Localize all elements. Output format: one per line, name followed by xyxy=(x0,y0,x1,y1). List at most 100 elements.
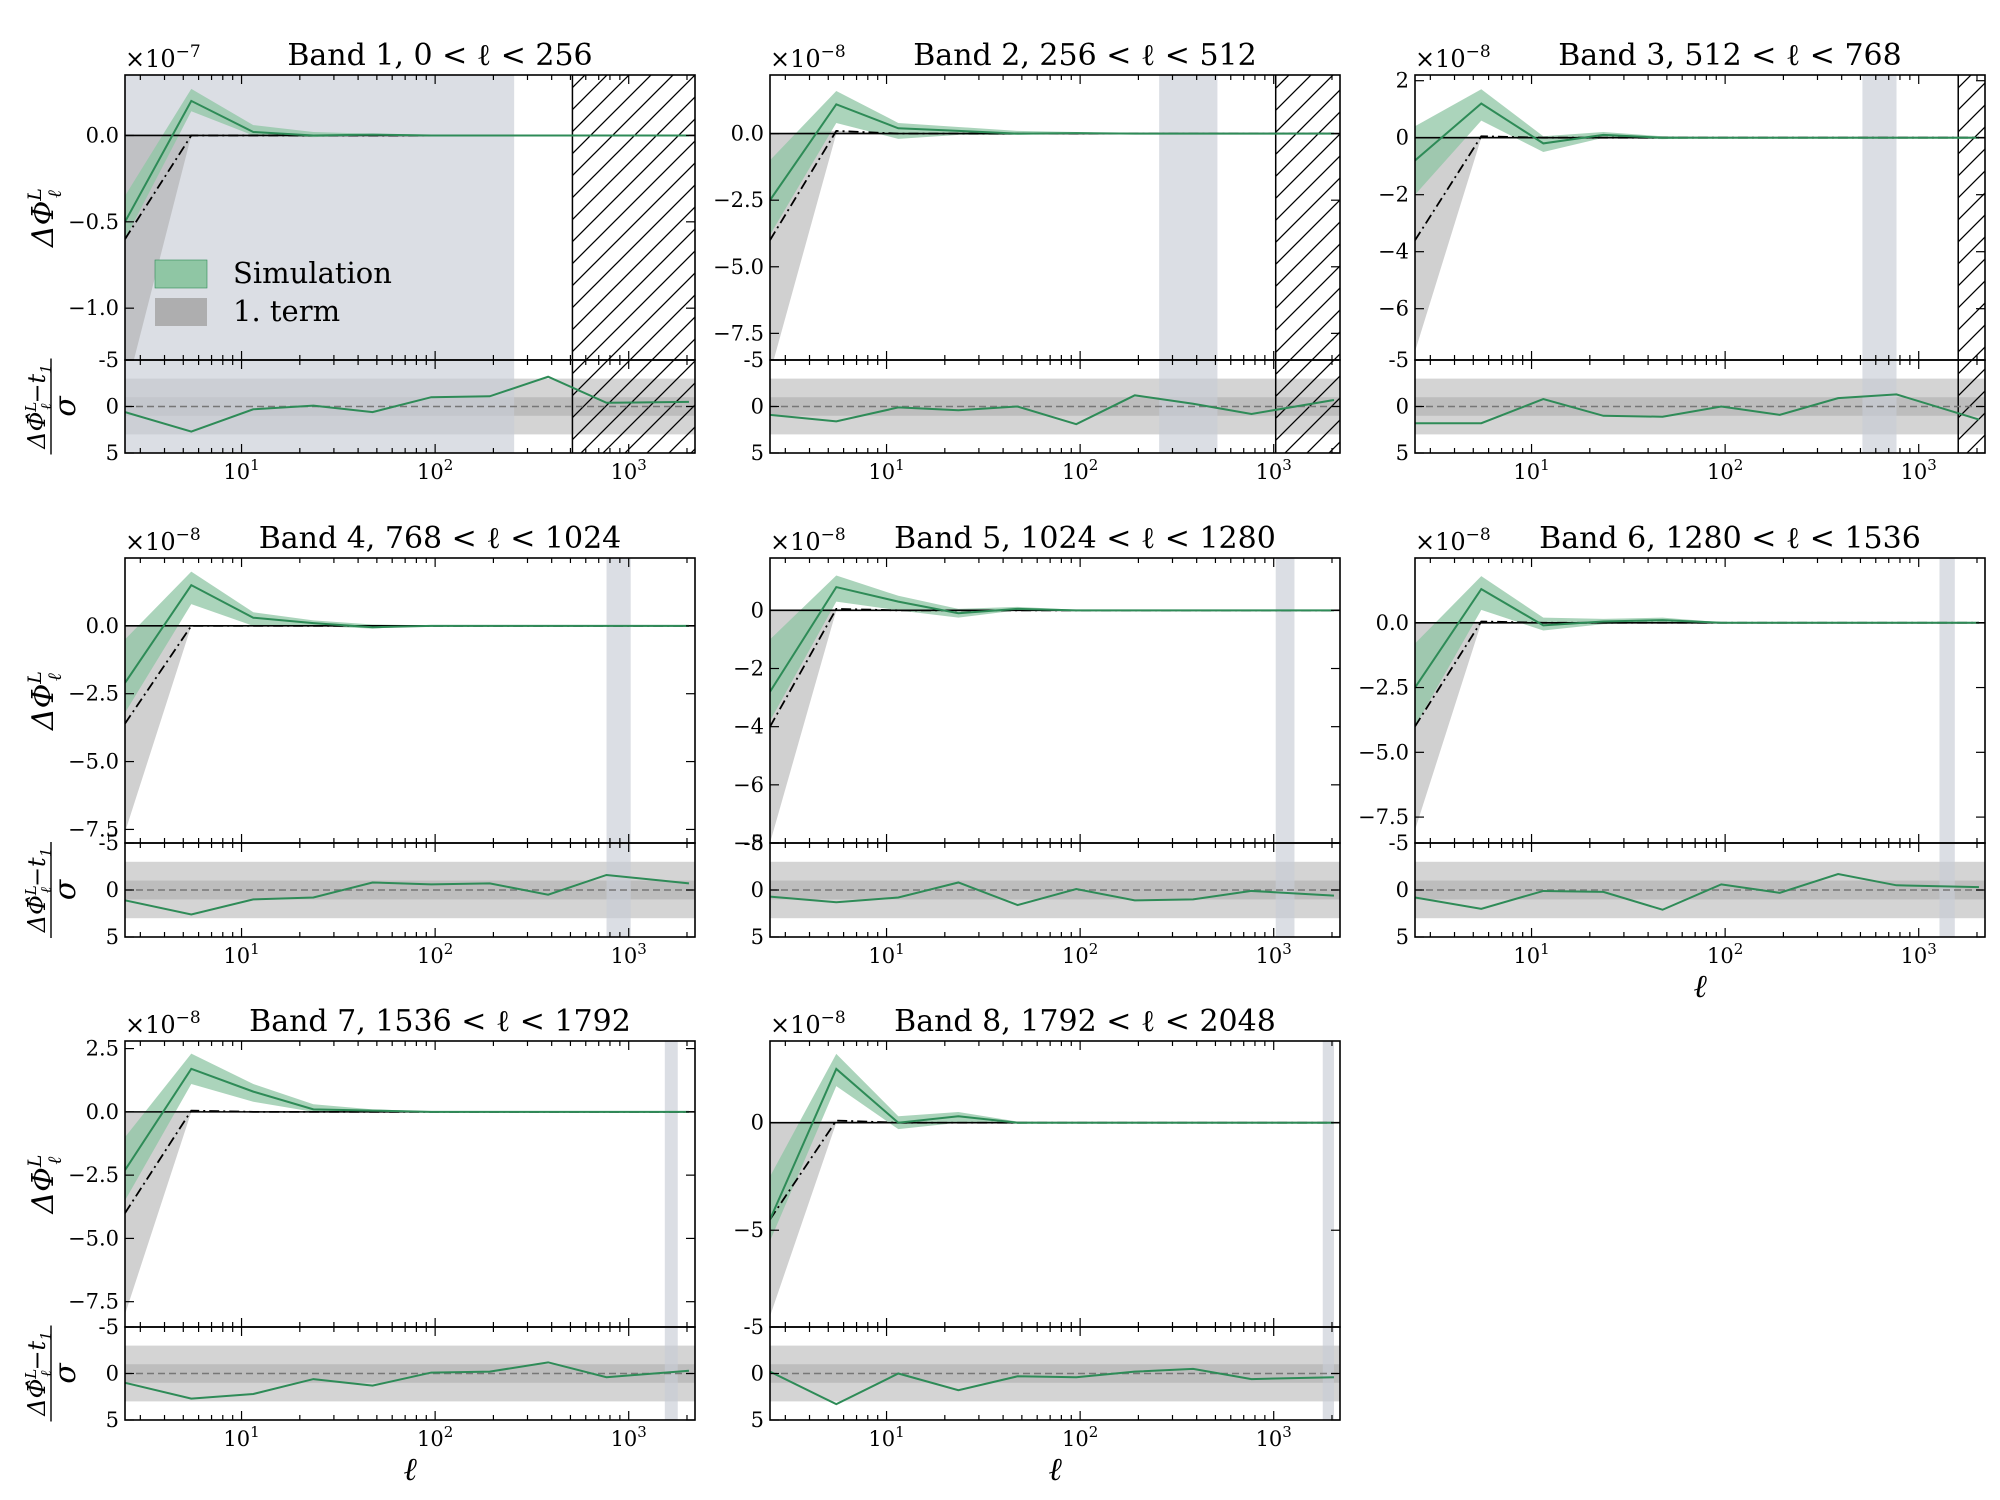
x-tick-label: 101 xyxy=(223,456,259,484)
y-tick-label: −2.5 xyxy=(1358,676,1409,700)
residual-y-tick-label: -5 xyxy=(744,348,764,372)
x-tick-label: 103 xyxy=(1901,456,1937,484)
y-tick-label: −8 xyxy=(733,831,764,855)
residual-y-axis-label: ΔΦ̂Lℓ−t1σ xyxy=(22,842,83,938)
simulation-band xyxy=(770,575,1334,721)
band-7-panel: 101 102 103 ℓ 2.5 0.0 −2.5 −5.0 −7.5-5 0 5 ×10−8 Ban… xyxy=(22,1004,696,1488)
simulation-band xyxy=(125,1053,689,1201)
band-8-panel: 101 102 103 ℓ 0 −5 -5 0 5 ×10−8 Band 8, 1792 < ℓ <… xyxy=(733,1004,1341,1488)
residual-y-tick-label: 0 xyxy=(751,878,764,902)
residual-y-tick-label: -5 xyxy=(744,1315,764,1339)
residual-line xyxy=(1415,393,1980,425)
term1-line xyxy=(125,1109,689,1214)
y-tick-label: −5.0 xyxy=(713,255,764,279)
band-3-residual-plot xyxy=(1415,360,1985,453)
y-tick-label: −6 xyxy=(1378,297,1409,321)
offset-multiplier: ×10−8 xyxy=(770,525,846,556)
y-tick-label: 0.0 xyxy=(1376,611,1409,635)
simulation-line xyxy=(770,1067,1334,1220)
x-tick-label: 102 xyxy=(1062,456,1098,484)
x-tick-label: 103 xyxy=(1256,456,1292,484)
legend: Simulation 1. term xyxy=(154,256,392,328)
band-6-main-plot xyxy=(1415,558,1985,843)
band-5-residual-plot xyxy=(770,843,1340,937)
panel-title: Band 1, 0 < ℓ < 256 xyxy=(287,38,592,73)
term1-band xyxy=(770,608,1334,843)
residual-line xyxy=(770,1367,1334,1406)
simulation-line xyxy=(1415,102,1979,162)
y-tick-label: −4 xyxy=(1378,240,1409,264)
legend-simulation-label: Simulation xyxy=(233,256,392,290)
mask-region xyxy=(1862,75,1897,360)
x-tick-label: 102 xyxy=(1062,940,1098,968)
term1-band xyxy=(125,1110,689,1315)
y-tick-label: −7.5 xyxy=(68,1290,119,1314)
residual-y-tick-label: 0 xyxy=(106,878,119,902)
residual-y-tick-label: 0 xyxy=(106,395,119,419)
y-tick-label: −2.5 xyxy=(713,188,764,212)
residual-line xyxy=(770,881,1335,907)
residual-y-tick-label: 0 xyxy=(1396,395,1409,419)
residual-y-tick-label: -5 xyxy=(1389,348,1409,372)
legend-term1-label: 1. term xyxy=(233,294,340,328)
y-tick-label: −5 xyxy=(733,1218,764,1242)
residual-y-tick-label: -5 xyxy=(99,831,119,855)
term1-band xyxy=(770,130,1334,360)
band-7-residual-plot xyxy=(125,1327,695,1420)
simulation-band xyxy=(770,1053,1334,1241)
residual-y-tick-label: 5 xyxy=(751,925,764,949)
y-tick-label: −5.0 xyxy=(68,750,119,774)
residual-y-tick-label: 0 xyxy=(751,1362,764,1386)
y-tick-label: −7.5 xyxy=(1358,805,1409,829)
y-axis-label: ΔΦLℓ xyxy=(24,671,66,731)
band-1-panel: 101 102 103 0.0 −0.5 −1.0 -5 0 5 ×10−7 Band 1, 0 <… xyxy=(22,38,696,484)
simulation-line xyxy=(125,99,689,223)
sigma-band-inner xyxy=(1415,397,1985,416)
x-tick-label: 101 xyxy=(868,940,904,968)
offset-multiplier: ×10−8 xyxy=(1415,42,1491,73)
sigma-band-inner xyxy=(125,880,695,900)
x-tick-label: 102 xyxy=(417,940,453,968)
panel-title: Band 7, 1536 < ℓ < 1792 xyxy=(249,1004,631,1039)
residual-line xyxy=(125,375,689,433)
term1-line xyxy=(770,607,1334,728)
residual-y-tick-label: 0 xyxy=(106,1362,119,1386)
band-4-residual-plot xyxy=(125,843,695,937)
panel-title: Band 4, 768 < ℓ < 1024 xyxy=(259,521,622,556)
band-3-panel: 101 102 103 2 0 −2 −4 −6 -5 0 5 ×10−8 Band 3, 512 < … xyxy=(1378,38,1986,484)
sigma-band-inner xyxy=(1415,880,1985,900)
residual-line xyxy=(125,1361,690,1400)
mask-region xyxy=(606,558,631,843)
residual-y-tick-label: -5 xyxy=(99,348,119,372)
y-tick-label: 2 xyxy=(1396,69,1409,93)
band-3-main-plot xyxy=(1415,75,1985,360)
x-axis-label: ℓ xyxy=(1048,1450,1062,1488)
y-tick-label: −2 xyxy=(1378,183,1409,207)
y-tick-label: −7.5 xyxy=(713,321,764,345)
y-tick-label: 0.0 xyxy=(86,1100,119,1124)
band-6-panel: 101 102 103 ℓ 0.0 −2.5 −5.0 −7.5-5 0 5 ×10−8 Band 6… xyxy=(1358,521,1986,1005)
x-tick-label: 101 xyxy=(223,1423,259,1451)
y-tick-label: −5.0 xyxy=(68,1226,119,1250)
mask-region xyxy=(1939,558,1955,843)
x-tick-label: 103 xyxy=(1256,1423,1292,1451)
residual-y-tick-label: 5 xyxy=(106,441,119,465)
y-tick-label: 0.0 xyxy=(86,123,119,147)
term1-line xyxy=(1415,620,1979,727)
x-tick-label: 103 xyxy=(1901,940,1937,968)
panel-title: Band 2, 256 < ℓ < 512 xyxy=(913,38,1256,73)
residual-y-tick-label: 5 xyxy=(1396,441,1409,465)
simulation-line xyxy=(125,1067,689,1171)
x-tick-label: 102 xyxy=(417,456,453,484)
residual-label-denominator: σ xyxy=(48,1362,83,1384)
term1-band xyxy=(1415,136,1979,352)
x-tick-label: 103 xyxy=(611,456,647,484)
residual-y-tick-label: 5 xyxy=(106,1408,119,1432)
y-tick-label: −4 xyxy=(733,715,764,739)
residual-y-tick-label: 5 xyxy=(751,441,764,465)
y-tick-label: 0 xyxy=(751,1111,764,1135)
x-tick-label: 101 xyxy=(1513,456,1549,484)
x-tick-label: 102 xyxy=(417,1423,453,1451)
mask-region xyxy=(1322,1327,1334,1420)
